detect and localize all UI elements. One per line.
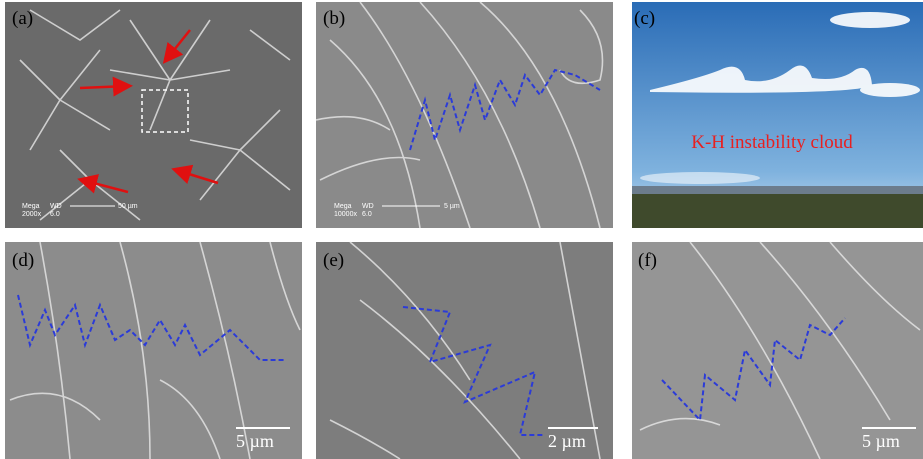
scale-label: 2 µm	[548, 431, 586, 451]
panel-a: (a) Mega 2000x WD 6.0 50 µm	[5, 2, 302, 228]
sem-image	[316, 242, 613, 459]
caption: K-H instability cloud	[691, 132, 853, 153]
scale-label: 5 µm	[236, 431, 274, 451]
sem-info: Mega	[22, 203, 40, 210]
panel-c: (c) K-H instability cloud	[632, 2, 923, 228]
panel-b: (b) Mega 10000x WD 6.0 5 µm	[316, 2, 613, 228]
figure: (a) Mega 2000x WD 6.0 50 µm (b) Mega 100…	[0, 0, 923, 459]
photo-ground	[632, 192, 923, 228]
panel-label: (d)	[12, 250, 34, 271]
scale-label: 5 µm	[444, 203, 460, 210]
panel-d: (d) 5 µm	[5, 242, 302, 459]
panel-label: (f)	[638, 250, 657, 271]
panel-label: (c)	[634, 8, 655, 29]
panel-f: (f) 5 µm	[632, 242, 923, 459]
sem-info: 10000x	[334, 211, 357, 218]
panel-label: (e)	[323, 250, 344, 271]
sem-info: WD	[362, 203, 374, 210]
sem-info: 6.0	[50, 211, 60, 218]
sem-image	[632, 242, 923, 459]
sem-info: Mega	[334, 203, 352, 210]
panel-label: (a)	[12, 8, 33, 29]
sem-info: 6.0	[362, 211, 372, 218]
sem-info: WD	[50, 203, 62, 210]
scale-label: 5 µm	[862, 431, 900, 451]
scale-label: 50 µm	[118, 203, 138, 210]
sem-image	[5, 242, 302, 459]
panel-e: (e) 2 µm	[316, 242, 613, 459]
sem-info: 2000x	[22, 211, 42, 218]
panel-label: (b)	[323, 8, 345, 29]
photo-hills	[632, 186, 923, 194]
